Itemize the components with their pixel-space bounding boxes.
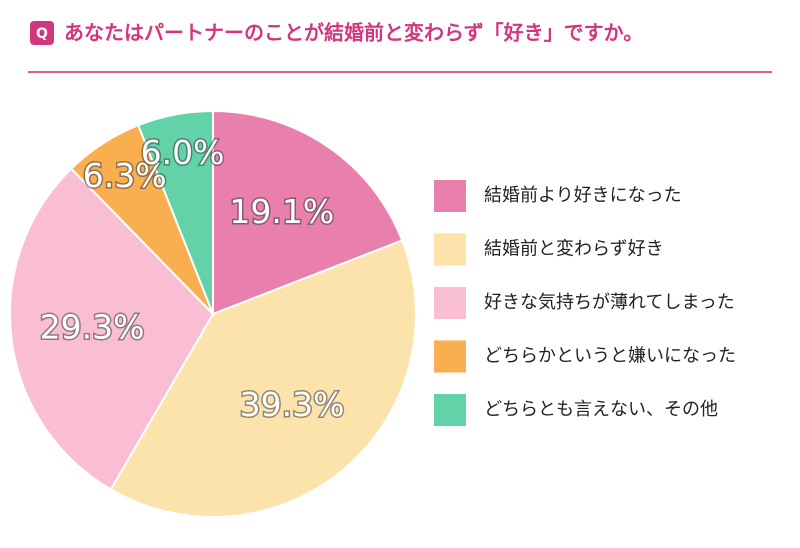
value-label: 39.3% bbox=[240, 385, 345, 424]
badge-box bbox=[30, 21, 54, 45]
pie-slice bbox=[136, 109, 214, 315]
value-label: 6.3% bbox=[83, 156, 167, 195]
legend-swatch bbox=[434, 394, 466, 426]
pie: 19.1% 39.3% 29.3% 6.3%6.0% bbox=[9, 109, 417, 518]
legend-label: 結婚前と変わらず好き bbox=[484, 239, 664, 260]
value-label: 19.1% bbox=[229, 192, 334, 231]
legend-label: 好きな気持ちが薄れてしまった bbox=[484, 292, 735, 313]
legend-label: どちらかというと嫌いになった bbox=[484, 346, 736, 367]
value-label: 6.0% bbox=[141, 133, 225, 172]
legend-label: 結婚前より好きになった bbox=[484, 185, 682, 206]
chart-title: あなたはパートナーのことが結婚前と変わらず「好き」ですか。 bbox=[64, 21, 643, 45]
value-label: 29.3% bbox=[40, 307, 145, 346]
legend-swatch bbox=[434, 233, 466, 266]
legend-swatch bbox=[434, 287, 466, 319]
legend-swatch bbox=[434, 180, 466, 212]
legend-swatch bbox=[434, 340, 466, 373]
pie-slice bbox=[109, 239, 417, 518]
legend-label: どちらとも言えない、その他 bbox=[484, 399, 718, 420]
pie-slice bbox=[9, 167, 215, 491]
legend: 結婚前より好きになった結婚前と変わらず好き好きな気持ちが薄れてしまったどちらかと… bbox=[434, 180, 736, 426]
badge: Q bbox=[36, 26, 48, 42]
pie-slice bbox=[212, 109, 404, 316]
